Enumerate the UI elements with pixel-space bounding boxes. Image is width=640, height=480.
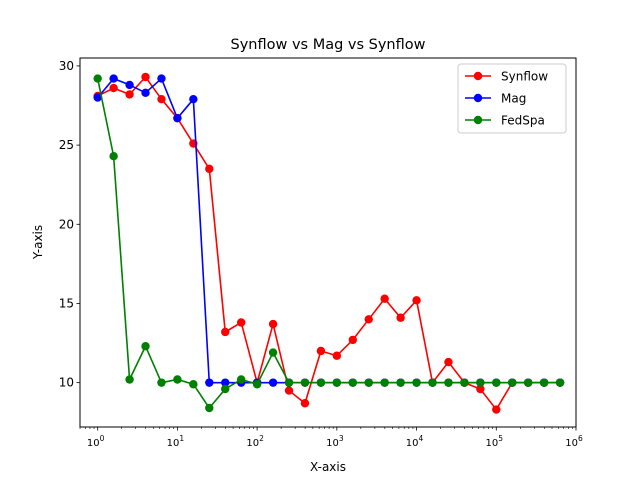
data-point (93, 93, 102, 102)
data-point (476, 384, 485, 394)
data-point (141, 342, 150, 351)
data-point (300, 378, 310, 387)
data-point (252, 380, 262, 389)
data-point (284, 386, 294, 395)
data-point (93, 74, 102, 83)
data-point (205, 378, 214, 387)
plot-area (93, 72, 565, 414)
data-point (444, 378, 453, 387)
data-point (157, 74, 166, 83)
legend-entry: Synflow (465, 70, 548, 84)
legend-box (457, 63, 567, 134)
data-point (555, 378, 565, 387)
legend-entry: Mag (465, 92, 526, 106)
legend-label: Mag (501, 92, 526, 106)
y-tick-label: 10 (59, 376, 74, 390)
legend: Synflow Mag FedSpa (457, 63, 567, 134)
data-point (236, 318, 246, 327)
data-point (364, 378, 373, 387)
data-point (348, 378, 357, 387)
data-point (476, 378, 485, 387)
chart-title: Synflow vs Mag vs Synflow (231, 37, 426, 53)
data-point (348, 335, 357, 345)
data-point (412, 296, 421, 305)
data-point (460, 378, 469, 387)
data-point (268, 319, 278, 329)
data-point (173, 113, 182, 123)
data-point (332, 378, 342, 387)
series-fedspa (93, 74, 565, 413)
data-point (284, 378, 294, 387)
y-tick-label: 25 (59, 138, 74, 152)
data-point (268, 378, 278, 387)
legend-label: Synflow (501, 70, 548, 84)
data-point (523, 378, 533, 387)
y-axis-label: Y-axis (31, 225, 45, 260)
y-tick-label: 15 (59, 296, 74, 310)
data-point (396, 378, 405, 387)
data-point (157, 378, 166, 387)
x-tick-label: 106 (565, 434, 583, 449)
x-tick-label: 104 (406, 434, 424, 449)
data-point (141, 72, 150, 82)
data-point (189, 380, 198, 389)
data-point (364, 315, 373, 324)
data-point (205, 164, 214, 174)
x-tick-label: 105 (486, 434, 504, 449)
data-point (205, 403, 214, 413)
data-point (157, 94, 166, 104)
legend-label: FedSpa (501, 114, 545, 128)
data-point (444, 357, 453, 367)
data-point (539, 378, 549, 387)
data-point (268, 348, 278, 357)
legend-entry: FedSpa (465, 114, 545, 128)
data-point (332, 351, 342, 360)
x-tick-label: 102 (246, 434, 264, 449)
legend-marker (473, 93, 483, 103)
x-tick-label: 101 (167, 434, 185, 449)
data-point (380, 294, 389, 303)
data-point (141, 88, 150, 98)
data-point (125, 375, 134, 384)
data-point (508, 378, 517, 387)
data-point (221, 384, 230, 394)
data-point (396, 313, 405, 322)
x-tick-label: 100 (87, 434, 105, 449)
x-tick-label: 103 (326, 434, 344, 449)
y-tick-label: 20 (59, 217, 74, 231)
data-point (316, 378, 326, 387)
x-axis-label: X-axis (310, 460, 346, 474)
data-point (300, 399, 310, 408)
data-point (236, 375, 246, 384)
data-point (109, 151, 118, 161)
data-point (428, 378, 437, 387)
data-point (173, 375, 182, 384)
data-point (109, 83, 118, 93)
plot-frame (79, 57, 577, 428)
data-point (189, 94, 198, 104)
data-point (492, 378, 501, 387)
data-point (412, 378, 421, 387)
data-point (221, 378, 230, 387)
y-tick-label: 30 (59, 59, 74, 73)
legend-marker (473, 115, 483, 125)
legend-marker (473, 71, 483, 81)
data-point (221, 327, 230, 337)
data-point (109, 74, 118, 83)
data-point (316, 346, 326, 356)
data-point (380, 378, 389, 387)
data-point (125, 90, 134, 99)
data-point (492, 405, 501, 414)
data-point (125, 80, 134, 90)
